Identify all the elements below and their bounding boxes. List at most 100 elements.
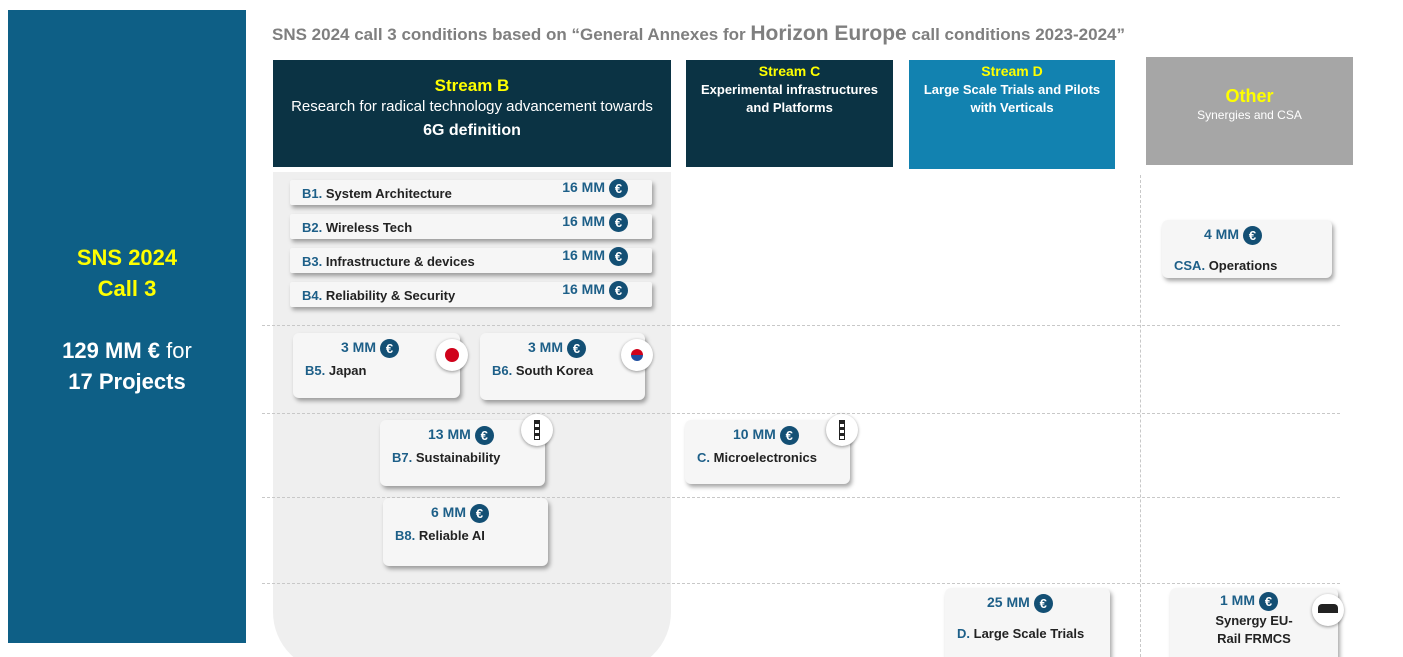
separator [262, 497, 1340, 498]
stream-name: Stream B [434, 76, 510, 95]
amount-text: 10 MM [733, 426, 776, 443]
stream-header: Stream D Large Scale Trials and Pilots wi… [909, 60, 1115, 169]
topic-icon [521, 414, 553, 446]
topic-card: 16 MM € B2. Wireless Tech [290, 213, 652, 239]
topic-code: B3. [302, 254, 323, 269]
topic-amount: 4 MM € [1204, 226, 1262, 245]
currency-icon: € [609, 247, 628, 266]
amount-text: 16 MM [562, 179, 605, 196]
topic-code: B6. [492, 363, 513, 378]
stream-description: Experimental infrastructures and Platfor… [696, 81, 883, 117]
topic-amount: 16 MM € [562, 179, 628, 198]
description-text: Experimental infrastructures and Platfor… [700, 82, 878, 115]
amount-text: 3 MM [528, 339, 563, 356]
stream-name: Stream D [981, 63, 1043, 79]
summary-line: Call 3 [97, 276, 157, 301]
amount-text: 4 MM [1204, 226, 1239, 243]
train [1318, 604, 1338, 613]
topic-amount: 25 MM € [987, 594, 1053, 613]
currency-icon: € [470, 504, 489, 523]
topic-code: C. [697, 450, 710, 465]
topic-label: Synergy EU-Rail FRMCS [1170, 612, 1338, 648]
amount-text: 6 MM [431, 504, 466, 521]
topic-code: B8. [395, 528, 416, 543]
lighthouse [839, 420, 845, 440]
topic-name: Large Scale Trials [973, 626, 1085, 641]
stream-description: Synergies and CSA [1156, 106, 1343, 124]
flag-dot [445, 348, 459, 362]
currency-icon: € [609, 213, 628, 232]
topic-name: South Korea [515, 363, 594, 378]
amount-text: 16 MM [562, 247, 605, 264]
description-emphasis: 6G definition [423, 122, 521, 139]
currency-icon: € [380, 339, 399, 358]
topic-code: B7. [392, 450, 413, 465]
currency-icon: € [1243, 226, 1262, 245]
topic-amount: 1 MM € [1220, 592, 1278, 611]
topic-amount: 3 MM € [341, 339, 399, 358]
topic-name: Reliable AI [418, 528, 485, 543]
topic-label: B6. South Korea [492, 363, 593, 378]
topic-icon [436, 339, 468, 371]
topic-card: 16 MM € B3. Infrastructure & devices [290, 247, 652, 273]
projects: 17 Projects [68, 369, 186, 394]
topic-label: CSA. Operations [1174, 258, 1277, 273]
stream-b-column [273, 172, 671, 657]
separator [262, 413, 1340, 414]
topic-code: D. [957, 626, 970, 641]
title-emphasis: Horizon Europe [750, 22, 907, 45]
topic-code: B4. [302, 288, 323, 303]
topic-code: CSA. [1174, 258, 1206, 273]
stream-header: Stream B Research for radical technology … [273, 60, 671, 167]
currency-icon: € [779, 426, 799, 445]
topic-name: Reliability & Security [325, 288, 456, 303]
topic-label: D. Large Scale Trials [957, 626, 1084, 641]
flag-dot [631, 349, 643, 361]
budget-suffix: for [166, 338, 192, 363]
topic-label: B2. Wireless Tech [302, 220, 412, 235]
separator [262, 325, 1340, 326]
amount-text: 3 MM [341, 339, 376, 356]
topic-card: 3 MM € B6. South Korea [480, 333, 653, 400]
topic-amount: 16 MM € [562, 213, 628, 232]
topic-label: B3. Infrastructure & devices [302, 254, 475, 269]
topic-code: B2. [302, 220, 323, 235]
topic-amount: 16 MM € [562, 281, 628, 300]
topic-name: Japan [328, 363, 367, 378]
currency-icon: € [474, 426, 494, 445]
stream-name: Stream C [758, 63, 821, 79]
separator [262, 583, 1340, 584]
topic-label: B8. Reliable AI [395, 528, 485, 543]
description-text: Large Scale Trials and Pilots with Verti… [923, 82, 1101, 115]
topic-name: Microelectronics [713, 450, 817, 465]
topic-icon [826, 414, 858, 446]
topic-label: C. Microelectronics [697, 450, 817, 465]
budget: 129 MM € [62, 338, 160, 363]
topic-code: B5. [305, 363, 326, 378]
amount-text: 16 MM [562, 213, 605, 230]
amount-text: 25 MM [987, 594, 1030, 611]
stream-description: Large Scale Trials and Pilots with Verti… [919, 81, 1105, 117]
amount-text: 16 MM [562, 281, 605, 298]
currency-icon: € [609, 281, 628, 300]
amount-text: 13 MM [428, 426, 471, 443]
topic-card: 13 MM € B7. Sustainability [380, 414, 553, 486]
currency-icon: € [1259, 592, 1278, 611]
topic-icon [621, 339, 653, 371]
stream-description: Research for radical technology advancem… [283, 95, 661, 143]
topic-name: Synergy EU-Rail FRMCS [1215, 613, 1293, 646]
topic-amount: 10 MM € [733, 426, 799, 445]
topic-label: B1. System Architecture [302, 186, 452, 201]
lighthouse [534, 420, 540, 440]
topic-card: 16 MM € B4. Reliability & Security [290, 281, 652, 307]
description-text: Research for radical technology advancem… [291, 98, 653, 115]
currency-icon: € [609, 179, 628, 198]
topic-amount: 13 MM € [428, 426, 494, 445]
topic-code: B1. [302, 186, 323, 201]
topic-label: B7. Sustainability [392, 450, 500, 465]
topic-label: B4. Reliability & Security [302, 288, 455, 303]
topic-amount: 16 MM € [562, 247, 628, 266]
stream-header: Stream C Experimental infrastructures and… [686, 60, 893, 167]
title-text: SNS 2024 call 3 conditions based on “Gen… [272, 25, 746, 44]
topic-card: 1 MM € Synergy EU-Rail FRMCS [1170, 588, 1344, 657]
